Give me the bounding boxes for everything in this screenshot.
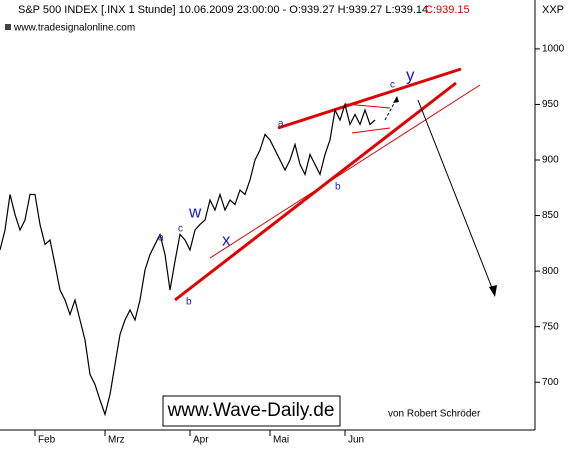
axis-label: XXP	[542, 4, 564, 16]
trend-line	[209, 84, 481, 259]
y-tick-label: 800	[542, 266, 559, 277]
x-tick-label: Apr	[193, 435, 209, 446]
wave-label: a	[158, 233, 164, 244]
y-tick-label: 900	[542, 155, 559, 166]
wave-label: y	[406, 65, 415, 84]
arrow-head	[393, 96, 399, 103]
wave-label: b	[186, 297, 192, 308]
triangle-line	[344, 103, 391, 109]
x-tick-label: Feb	[38, 435, 56, 446]
wave-label: w	[188, 202, 202, 221]
trend-line	[277, 67, 462, 130]
y-tick-label: 700	[542, 377, 559, 388]
wave-label: c	[178, 224, 183, 235]
source-icon	[5, 24, 11, 30]
price-line	[0, 102, 376, 417]
triangle-line	[351, 127, 391, 134]
wave-label: c	[390, 80, 395, 91]
x-tick-label: Mai	[273, 435, 289, 446]
x-tick-label: Mrz	[108, 435, 125, 446]
chart-title: S&P 500 INDEX [.INX 1 Stunde] 10.06.2009…	[18, 4, 428, 16]
watermark: www.Wave-Daily.de	[167, 400, 335, 421]
y-tick-label: 1000	[542, 44, 565, 55]
y-tick-label: 750	[542, 321, 559, 332]
wave-label: b	[335, 182, 341, 193]
arrow	[417, 99, 495, 294]
y-tick-label: 950	[542, 99, 559, 110]
y-tick-label: 850	[542, 210, 559, 221]
author: von Robert Schröder	[388, 409, 481, 420]
wave-label: x	[222, 230, 231, 249]
watermark-box	[162, 395, 341, 427]
close-label: C:939.15	[425, 4, 470, 16]
arrow-head	[489, 285, 497, 297]
wave-label: a	[278, 119, 284, 130]
source: www.tradesignalonline.com	[13, 23, 135, 34]
x-tick-label: Jun	[348, 435, 364, 446]
trend-line	[174, 81, 457, 302]
